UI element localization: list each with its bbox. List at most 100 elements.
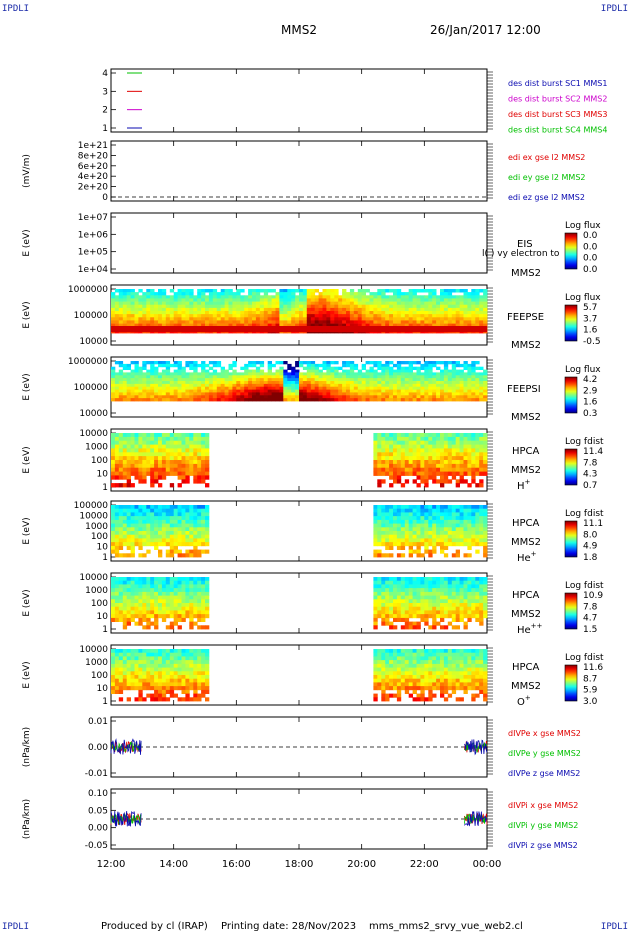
spectrogram-cell (424, 301, 429, 306)
spectrogram-cell (479, 534, 484, 539)
spectrogram-cell (154, 311, 159, 315)
spectrogram-cell (436, 538, 441, 543)
spectrogram-cell (471, 311, 476, 315)
spectrogram-cell (177, 444, 182, 449)
spectrogram-cell (385, 369, 390, 373)
spectrogram-cell (471, 542, 476, 547)
spectrogram-cell (201, 519, 206, 524)
spectrogram-cell (346, 369, 351, 373)
spectrogram-cell (158, 519, 163, 524)
spectrogram-cell (475, 295, 480, 299)
spectrogram-cell (169, 314, 175, 318)
spectrogram-cell (236, 317, 241, 321)
spectrogram-cell (158, 584, 163, 589)
spectrogram-cell (302, 389, 308, 393)
spectrogram-cell (451, 519, 457, 524)
spectrogram-cell (428, 584, 433, 589)
spectrogram-cell (126, 475, 131, 480)
spectrogram-cell (459, 505, 464, 510)
spectrogram-cell (111, 378, 116, 382)
spectrogram-cell (240, 289, 245, 293)
spectrogram-cell (111, 317, 116, 321)
spectrogram-cell (302, 381, 308, 385)
spectrogram-cell (416, 307, 421, 312)
spectrogram-cell (114, 392, 120, 396)
spectrogram-cell (173, 323, 178, 328)
spectrogram-cell (443, 301, 449, 306)
spectrogram-cell (267, 392, 272, 396)
spectrogram-cell (201, 599, 206, 604)
spectrogram-cell (420, 301, 425, 306)
spectrogram-cell (142, 467, 147, 472)
spectrogram-cell (122, 538, 128, 543)
spectrogram-cell (447, 386, 453, 390)
spectrogram-cell (146, 314, 151, 318)
spectrogram-cell (416, 320, 421, 324)
spectrogram-cell (475, 386, 480, 390)
spectrogram-cell (314, 378, 319, 382)
spectrogram-cell (212, 317, 218, 321)
spectrogram-cell (412, 588, 417, 593)
spectrogram-cell (432, 549, 437, 554)
spectrogram-cell (318, 383, 323, 388)
spectrogram-cell (138, 584, 143, 589)
spectrogram-cell (255, 307, 261, 312)
spectrogram-cell (165, 301, 171, 306)
spectrogram-cell (420, 599, 425, 604)
spectrogram-cell (389, 591, 394, 596)
spectrogram-cell (385, 452, 390, 457)
spectrogram-cell (185, 383, 190, 388)
spectrogram-cell (385, 361, 390, 365)
spectrogram-cell (150, 289, 155, 293)
spectrogram-cell (436, 314, 441, 318)
spectrogram-cell (428, 372, 433, 376)
spectrogram-cell (393, 383, 398, 388)
spectrogram-cell (389, 621, 394, 626)
spectrogram-cell (475, 323, 480, 328)
spectrogram-cell (173, 584, 178, 589)
spectrogram-cell (475, 471, 480, 476)
spectrogram-cell (134, 516, 139, 521)
spectrogram-cell (130, 452, 135, 457)
spectrogram-cell (205, 433, 210, 438)
spectrogram-cell (177, 298, 182, 302)
spectrogram-cell (185, 363, 190, 368)
spectrogram-cell (475, 307, 480, 312)
spectrogram-cell (173, 363, 178, 368)
spectrogram-cell (467, 448, 472, 453)
spectrogram-cell (165, 363, 171, 368)
spectrogram-cell (205, 614, 210, 619)
spectrogram-cell (455, 392, 460, 396)
spectrogram-cell (146, 542, 151, 547)
spectrogram-cell (177, 366, 182, 370)
spectrogram-cell (475, 606, 480, 611)
spectrogram-cell (479, 436, 484, 442)
spectrogram-cell (353, 386, 359, 390)
spectrogram-cell (154, 366, 159, 370)
spectrogram-cell (154, 392, 159, 396)
spectrogram-cell (165, 307, 171, 312)
spectrogram-cell (216, 363, 222, 368)
spectrogram-cell (146, 577, 151, 582)
spectrogram-cell (346, 378, 351, 382)
spectrogram-cell (138, 471, 143, 476)
spectrogram-cell (412, 323, 417, 328)
spectrogram-cell (389, 366, 394, 370)
spectrogram-cell (118, 389, 124, 393)
spectrogram-cell (134, 301, 139, 306)
spectrogram-cell (142, 606, 147, 611)
spectrogram-cell (138, 398, 143, 402)
spectrogram-cell (173, 307, 178, 312)
spacecraft-label-hpca_hepp: MMS2 (511, 609, 541, 620)
spectrogram-cell (404, 595, 410, 600)
spectrogram-cell (118, 584, 124, 589)
spectrogram-cell (475, 392, 480, 396)
spectrogram-cell (479, 460, 484, 465)
spectrogram-cell (193, 479, 198, 484)
spectrogram-cell (322, 375, 327, 379)
spectrogram-cell (475, 375, 480, 379)
spectrogram-cell (134, 519, 139, 524)
instrument-label-eis: EIS (517, 239, 533, 250)
spectrogram-cell (197, 289, 202, 293)
spectrogram-cell (283, 378, 288, 382)
